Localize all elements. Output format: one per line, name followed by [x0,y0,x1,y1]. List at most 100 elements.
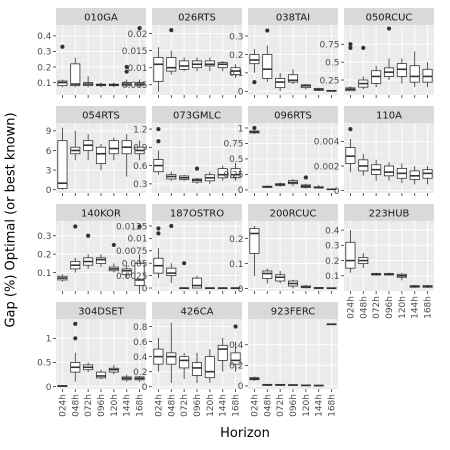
box-168h [230,324,241,372]
x-tick-label: 144h [315,394,325,417]
y-tick-label: 0 [46,383,52,393]
box-120h [204,287,215,290]
box-body [287,74,299,83]
box-144h [313,287,324,289]
box-168h [134,224,145,291]
facet-strip [248,302,338,319]
facet-title: 426CA [181,307,214,318]
x-tick-label: 096h [193,394,203,417]
box-144h [121,134,132,177]
box-body [153,57,164,82]
x-tick-label: 120h [110,394,120,417]
box-120h [108,82,119,88]
outlier-point [194,166,200,171]
facet-panel-187ostro: 187OSTRO 0 0.0025 0.005 0.0075 0.01 0.0125 [116,204,242,294]
y-tick-label: 0.3 [37,48,51,58]
y-tick-label: 0.4 [37,32,52,42]
facet-panel-054rts: 054RTS 0 3 6 9 [46,106,146,196]
x-tick-label: 024h [250,394,260,417]
y-tick-label: 0.4 [133,353,148,363]
box-144h [217,337,228,372]
facet-strip [344,8,434,25]
y-tick-label: 0.8 [133,323,148,333]
y-tick-label: 0.5 [229,155,243,165]
box-120h [204,57,215,72]
box-096h [287,69,299,84]
x-tick-label: 168h [424,296,434,319]
box-048h [358,252,369,269]
x-tick-label: 024h [154,394,164,417]
y-tick-label: 0.75 [223,140,243,150]
y-tick-label: 0.1 [325,272,339,282]
facet-title: 026RTS [178,13,216,24]
box-072h [275,72,286,92]
box-048h [262,28,273,83]
y-tick-label: 0.5 [325,58,339,68]
y-tick-label: 0.2 [325,257,339,267]
box-120h [108,137,119,161]
box-168h [326,287,337,290]
facet-panel-050rcuc: 050RCUC 0.25 0.5 0.75 [319,8,434,98]
x-tick-label: 048h [263,394,273,417]
box-body [230,168,241,179]
y-tick-label: 0.005 [122,81,148,91]
box-096h [287,384,299,386]
facet-title: 050RCUC [366,13,413,24]
box-144h [409,165,420,185]
box-024h [249,125,260,135]
facet-strip [152,204,242,221]
x-tick-label: 168h [136,394,146,417]
box-072h [179,261,190,290]
box-120h [396,58,407,84]
x-tick-label: 144h [411,296,421,319]
y-tick-label: 0.5 [37,359,51,369]
outlier-point [73,224,78,229]
box-body [95,257,107,264]
facet-title: 200RCUC [270,209,317,220]
facet-panel-304dset: 304DSET 0 0.5 1 024h 048h 072h 096h 120h 144h 168h [37,302,146,417]
facet-strip [152,302,242,319]
box-120h [204,171,215,184]
outlier-point [111,242,116,248]
box-024h [249,226,260,276]
box-168h [230,64,241,78]
outlier-point [73,321,78,326]
x-tick-label: 096h [289,394,299,417]
facet-title: 073GMLC [173,111,221,122]
box-168h [422,165,433,185]
box-168h [134,140,145,161]
outlier-point [233,324,238,329]
y-tick-label: 0.0025 [116,272,148,282]
box-body [95,371,107,379]
outlier-point [303,175,308,180]
box-072h [83,362,94,373]
y-tick-label: 0.1 [229,69,243,79]
y-tick-label: 0.2 [37,63,51,73]
y-tick-label: 0 [238,285,244,295]
x-tick-label: 072h [276,394,286,417]
box-048h [262,383,273,386]
y-tick-label: 9 [46,127,52,137]
outlier-point [361,45,366,50]
box-024h [345,230,356,273]
outlier-point [156,139,161,144]
box-072h [275,383,286,386]
facet-panel-010ga: 010GA 0.1 0.2 0.3 0.4 [37,8,146,98]
y-tick-label: 0 [334,187,340,197]
box-168h [422,284,433,288]
box-120h [108,364,119,375]
outlier-point [156,231,161,236]
y-tick-label: 0.0125 [116,222,148,232]
facet-title: 223HUB [369,209,410,220]
box-096h [383,272,395,276]
box-120h [204,349,215,383]
facet-title: 110A [376,111,402,122]
box-096h [287,279,299,289]
box-144h [313,87,324,92]
y-tick-label: 0 [238,88,244,98]
x-tick-label: 144h [219,394,229,417]
box-048h [166,28,177,75]
box-144h [313,184,324,189]
facet-strip [56,204,146,221]
